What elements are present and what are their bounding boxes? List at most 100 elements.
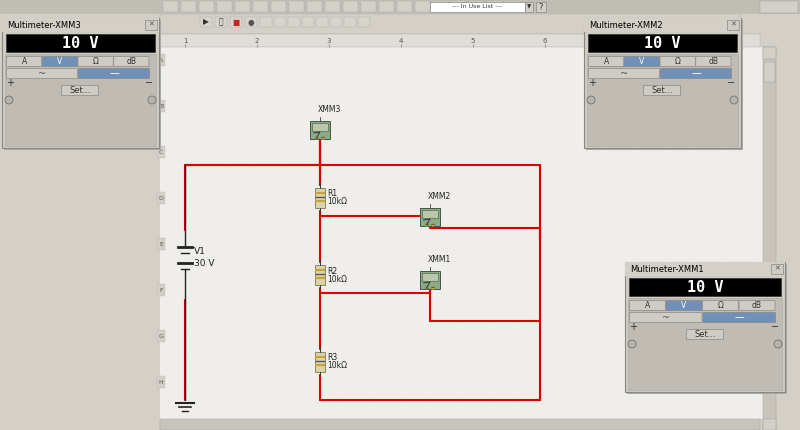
Bar	[157, 238, 165, 250]
FancyBboxPatch shape	[703, 313, 775, 322]
Bar	[397, 1, 412, 12]
Text: +: +	[629, 322, 637, 332]
Text: 6: 6	[542, 38, 547, 44]
Text: R3: R3	[327, 353, 338, 362]
Text: B: B	[159, 104, 163, 108]
Circle shape	[774, 340, 782, 348]
Bar	[271, 1, 286, 12]
Circle shape	[426, 286, 429, 289]
Text: V: V	[58, 57, 62, 66]
FancyBboxPatch shape	[660, 56, 695, 67]
Bar	[379, 1, 394, 12]
Bar	[584, 18, 741, 148]
Text: C: C	[159, 150, 163, 154]
Bar	[288, 17, 300, 27]
Bar	[727, 20, 739, 30]
FancyBboxPatch shape	[62, 86, 98, 95]
Text: 30 V: 30 V	[194, 259, 214, 268]
Bar	[451, 1, 466, 12]
Text: 4: 4	[399, 38, 403, 44]
Bar	[2, 18, 159, 148]
Text: Multimeter-XMM1: Multimeter-XMM1	[630, 264, 704, 273]
Text: —: —	[109, 68, 119, 79]
Bar	[230, 17, 242, 27]
FancyBboxPatch shape	[739, 301, 775, 310]
Bar	[302, 17, 314, 27]
Bar	[358, 17, 370, 27]
Bar	[415, 1, 430, 12]
Bar	[157, 146, 165, 158]
Text: 7: 7	[614, 38, 619, 44]
Bar	[312, 123, 328, 131]
Text: V1: V1	[194, 246, 206, 255]
Bar	[157, 376, 165, 388]
Text: —: —	[734, 313, 744, 322]
Text: ■: ■	[232, 18, 240, 27]
Bar	[315, 265, 325, 285]
Bar	[163, 1, 178, 12]
Bar	[5, 54, 156, 146]
Bar	[584, 18, 741, 32]
Bar	[505, 1, 520, 12]
Text: −: −	[727, 78, 735, 88]
Text: +: +	[588, 78, 596, 88]
Text: ✕: ✕	[148, 22, 154, 28]
FancyBboxPatch shape	[42, 56, 78, 67]
Bar	[200, 17, 212, 27]
Text: −: −	[771, 322, 779, 332]
Bar	[157, 54, 165, 66]
Bar	[310, 121, 330, 139]
Text: ✕: ✕	[730, 22, 736, 28]
Text: G: G	[158, 334, 163, 338]
Bar	[763, 419, 776, 430]
Text: Set...: Set...	[70, 86, 91, 95]
Text: F: F	[159, 288, 163, 292]
FancyBboxPatch shape	[643, 86, 681, 95]
FancyBboxPatch shape	[696, 56, 731, 67]
Text: ▼: ▼	[527, 4, 531, 9]
Bar	[316, 17, 328, 27]
Text: E: E	[159, 242, 163, 246]
Bar	[157, 330, 165, 342]
Text: 10kΩ: 10kΩ	[327, 274, 347, 283]
Bar	[157, 284, 165, 296]
Text: Multimeter-XMM3: Multimeter-XMM3	[7, 21, 81, 30]
FancyBboxPatch shape	[661, 68, 731, 79]
Bar	[760, 1, 798, 13]
Bar	[771, 264, 783, 274]
Bar	[587, 54, 738, 146]
Circle shape	[5, 96, 13, 104]
Bar	[422, 210, 438, 218]
Bar	[420, 271, 440, 289]
Text: ▶: ▶	[203, 18, 209, 27]
Bar	[625, 262, 785, 392]
Bar	[469, 1, 484, 12]
Bar	[315, 352, 325, 372]
Bar	[289, 1, 304, 12]
Bar	[253, 1, 268, 12]
FancyBboxPatch shape	[666, 301, 702, 310]
Bar	[361, 1, 376, 12]
Bar	[181, 1, 196, 12]
Text: +: +	[6, 78, 14, 88]
Text: A: A	[159, 58, 163, 62]
Text: ?: ?	[538, 3, 543, 12]
Text: +: +	[425, 286, 429, 291]
FancyBboxPatch shape	[589, 68, 659, 79]
Text: +: +	[425, 222, 429, 227]
Bar	[274, 17, 286, 27]
Bar	[2, 18, 159, 32]
Bar	[0, 0, 800, 14]
Text: 10kΩ: 10kΩ	[327, 197, 347, 206]
Circle shape	[587, 96, 595, 104]
FancyBboxPatch shape	[630, 301, 666, 310]
Text: ~: ~	[38, 68, 46, 79]
Bar	[4, 20, 161, 150]
Bar	[0, 14, 160, 430]
Bar	[420, 208, 440, 226]
Bar	[325, 1, 340, 12]
Bar	[215, 17, 227, 27]
Bar	[199, 1, 214, 12]
FancyBboxPatch shape	[630, 313, 702, 322]
Text: D: D	[158, 196, 163, 200]
